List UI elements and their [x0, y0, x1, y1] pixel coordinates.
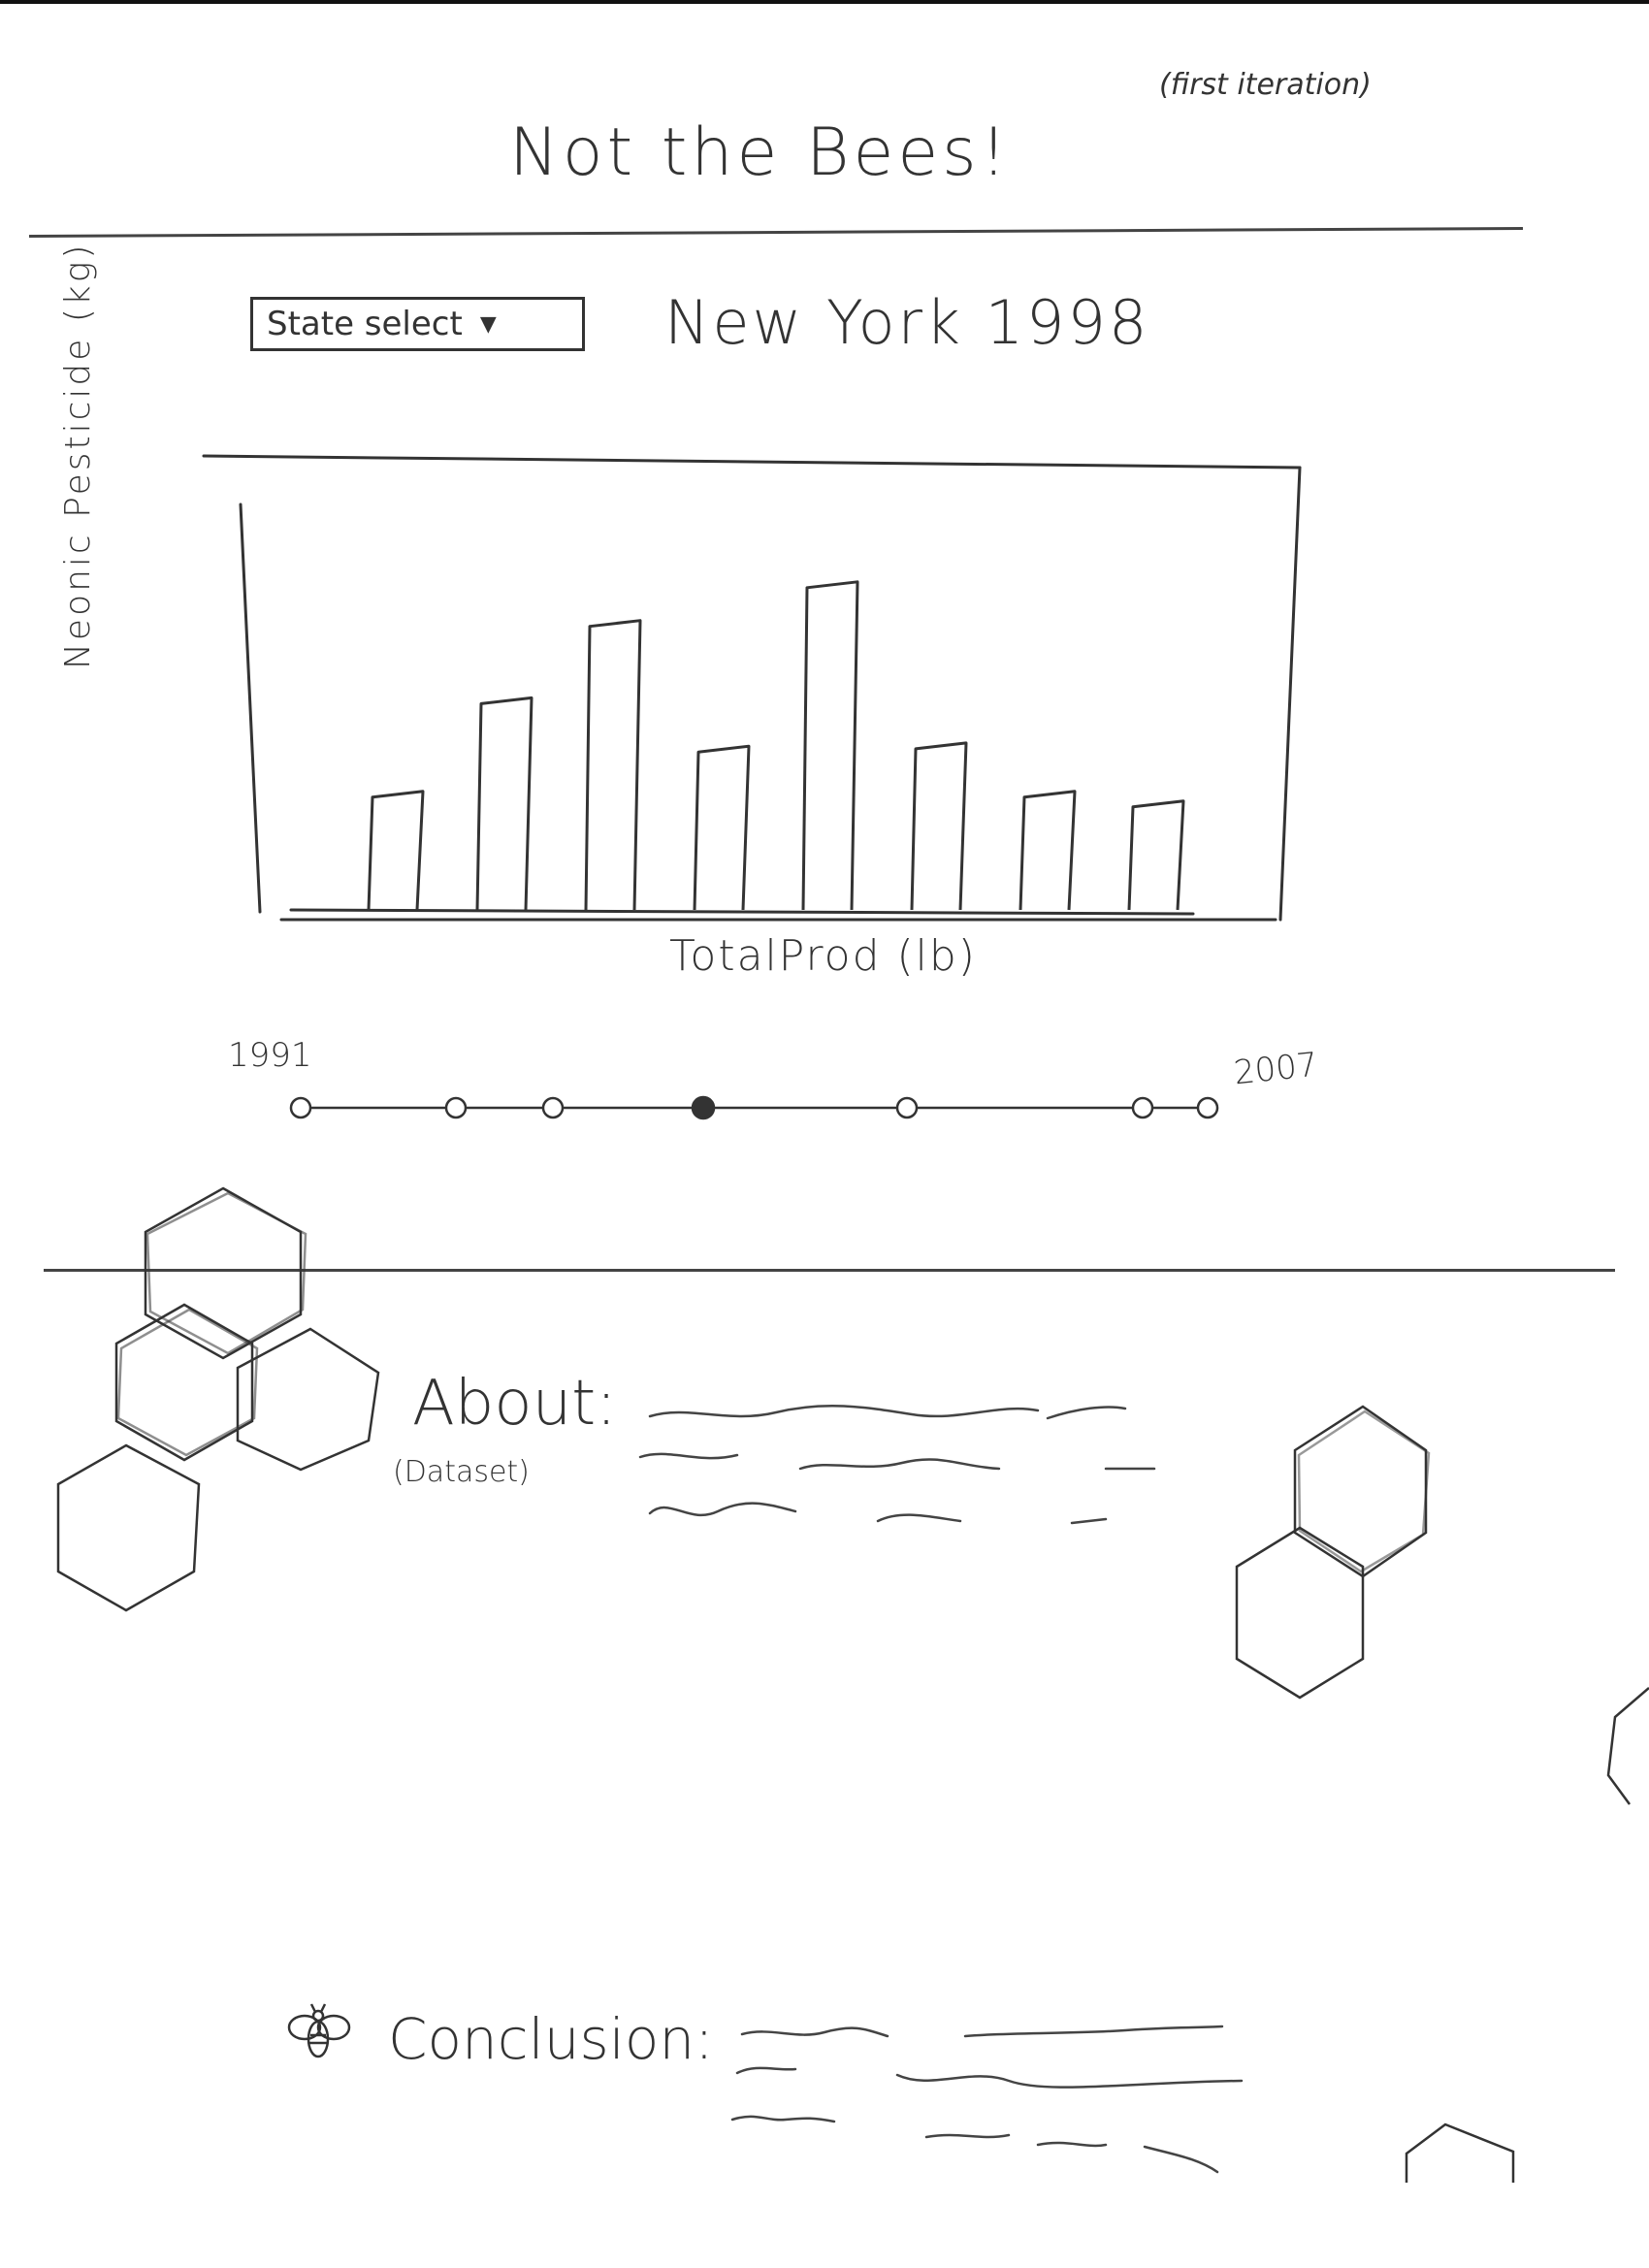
bar [475, 696, 534, 911]
bar [693, 744, 751, 911]
chevron-down-icon: ▼ [479, 311, 497, 337]
chart-frame-top [202, 454, 1302, 470]
timeline-stop[interactable] [444, 1096, 468, 1119]
honeycomb-icon [1235, 1405, 1431, 1700]
timeline-stop[interactable] [1196, 1096, 1219, 1119]
year-timeline-slider[interactable] [281, 1077, 1232, 1135]
y-axis-label: Neonic Pesticide (kg) [58, 242, 98, 669]
timeline-stop[interactable] [289, 1096, 312, 1119]
conclusion-heading: Conclusion: [388, 2006, 714, 2072]
timeline-stop-selected[interactable] [691, 1095, 716, 1120]
bar-chart [202, 454, 1302, 922]
section-divider [44, 1269, 1615, 1272]
iteration-note: (first iteration) [1159, 68, 1372, 102]
conclusion-text-placeholder [730, 2025, 1244, 2174]
state-select-label: State select [267, 305, 463, 343]
state-select[interactable]: State select ▼ [250, 297, 585, 351]
honeycomb-icon [1606, 1687, 1649, 1805]
honeycomb-icon [1405, 2122, 1515, 2183]
page-top-edge [0, 0, 1649, 4]
bar [1018, 790, 1077, 911]
bar [910, 741, 968, 911]
bar [801, 580, 859, 911]
timeline-stop[interactable] [1131, 1096, 1154, 1119]
honeycomb-icon [56, 1186, 380, 1612]
chart-frame-left [239, 502, 262, 914]
about-text-placeholder [638, 1404, 1156, 1525]
x-axis-label: TotalProd (lb) [669, 931, 977, 981]
chart-frame-right [1278, 466, 1302, 922]
timeline-end-label: 2007 [1232, 1045, 1320, 1093]
bar [367, 790, 425, 911]
x-axis-line [289, 908, 1195, 916]
bar [584, 619, 642, 911]
page-title: Not the Bees! [509, 114, 1011, 191]
header-divider [29, 226, 1523, 239]
bee-icon [287, 2003, 351, 2058]
selected-state-year-heading: New York 1998 [664, 287, 1150, 358]
about-heading: About: [412, 1368, 617, 1440]
timeline-stop[interactable] [895, 1096, 919, 1119]
bar [1127, 799, 1185, 911]
about-subheading: (Dataset) [393, 1455, 530, 1489]
timeline-stop[interactable] [541, 1096, 565, 1119]
timeline-start-label: 1991 [228, 1036, 312, 1075]
